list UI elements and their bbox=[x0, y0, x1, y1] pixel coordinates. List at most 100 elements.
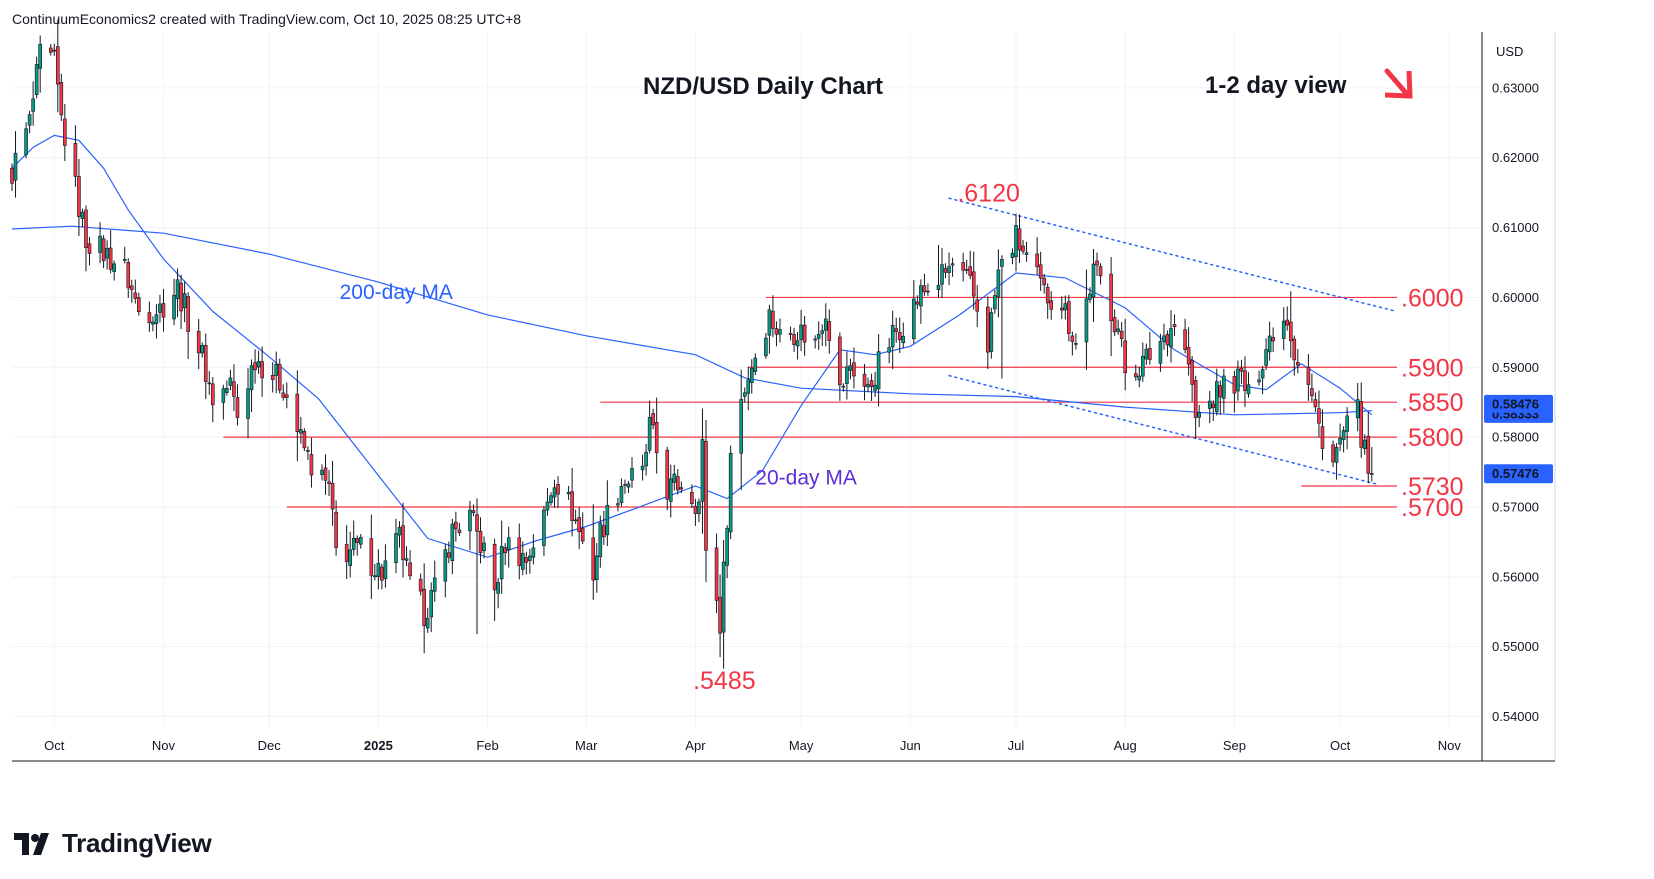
candle-body bbox=[147, 312, 152, 324]
candle-body bbox=[418, 578, 423, 592]
candle-body bbox=[665, 449, 670, 500]
candle-body bbox=[1172, 324, 1177, 328]
candle bbox=[778, 318, 782, 343]
candle bbox=[284, 382, 289, 409]
candle-body bbox=[429, 590, 434, 618]
candle bbox=[1045, 283, 1050, 319]
candle-body bbox=[175, 279, 180, 300]
candle-body bbox=[327, 481, 331, 484]
candle-body bbox=[274, 363, 279, 376]
candle-body bbox=[922, 285, 927, 293]
candle-body bbox=[767, 309, 772, 336]
candle bbox=[542, 506, 546, 557]
candle-body bbox=[876, 351, 881, 390]
candle bbox=[256, 350, 261, 374]
candle-body bbox=[137, 297, 141, 312]
candle bbox=[1158, 333, 1163, 372]
candle-body bbox=[936, 284, 941, 290]
candle bbox=[1162, 323, 1166, 350]
candle bbox=[598, 515, 603, 568]
candle bbox=[129, 279, 134, 303]
candle-body bbox=[1158, 341, 1163, 364]
candle-body bbox=[1292, 338, 1297, 361]
candle bbox=[665, 446, 670, 511]
candle-body bbox=[112, 263, 116, 272]
candle-body bbox=[408, 562, 412, 577]
candle-body bbox=[531, 547, 536, 558]
candle-body bbox=[1355, 399, 1360, 419]
candle-body bbox=[802, 324, 807, 343]
x-tick-label: Feb bbox=[476, 738, 498, 753]
candle bbox=[172, 278, 176, 326]
candle bbox=[48, 43, 53, 56]
candle bbox=[623, 479, 627, 494]
candle bbox=[531, 534, 536, 565]
candle bbox=[792, 327, 796, 353]
candle-body bbox=[820, 330, 825, 334]
candle bbox=[1317, 390, 1321, 437]
candle bbox=[1236, 360, 1240, 401]
candle bbox=[1264, 338, 1268, 370]
candle-body bbox=[827, 321, 832, 341]
candle-body bbox=[672, 473, 677, 483]
candle bbox=[922, 273, 927, 296]
candle-body bbox=[950, 263, 955, 266]
candle bbox=[919, 279, 923, 324]
candle bbox=[59, 73, 64, 122]
candle bbox=[605, 480, 610, 547]
candle bbox=[503, 543, 507, 566]
candle-body bbox=[626, 483, 631, 488]
candle bbox=[742, 387, 747, 403]
candle-body bbox=[1310, 388, 1314, 397]
candle-body bbox=[1197, 412, 1201, 418]
candle bbox=[1369, 447, 1374, 482]
candle bbox=[38, 35, 42, 93]
ma-label: 200-day MA bbox=[340, 281, 453, 304]
candle-body bbox=[996, 269, 1001, 298]
candle-body bbox=[549, 495, 553, 504]
candle-body bbox=[1000, 259, 1004, 267]
candle bbox=[1021, 240, 1025, 255]
candle bbox=[1288, 291, 1293, 358]
x-tick-label: May bbox=[789, 738, 814, 753]
candle bbox=[443, 543, 448, 598]
candle bbox=[616, 497, 620, 512]
candle bbox=[175, 268, 180, 318]
candle bbox=[1281, 307, 1286, 351]
candle-body bbox=[122, 258, 127, 261]
candle bbox=[950, 257, 955, 277]
candle-body bbox=[172, 294, 176, 320]
tradingview-logo[interactable]: TradingView bbox=[14, 828, 212, 859]
candle-body bbox=[1331, 444, 1335, 463]
price-axis-bg[interactable] bbox=[1482, 0, 1555, 761]
candle-body bbox=[1267, 335, 1272, 353]
horizontal-levels bbox=[223, 296, 1397, 508]
candle-body bbox=[154, 314, 159, 324]
candle-body bbox=[1317, 408, 1321, 424]
x-tick-label: Nov bbox=[1438, 738, 1462, 753]
candle bbox=[901, 322, 906, 349]
candle-body bbox=[1024, 252, 1029, 255]
candle bbox=[196, 319, 201, 370]
candle bbox=[401, 502, 405, 578]
candle-body bbox=[1088, 293, 1092, 300]
candle bbox=[602, 510, 606, 545]
y-tick-label: 0.58000 bbox=[1492, 430, 1539, 445]
candle-body bbox=[225, 387, 229, 393]
candle-body bbox=[256, 361, 261, 368]
candle bbox=[1067, 295, 1071, 342]
candle-body bbox=[1232, 376, 1237, 394]
candle-body bbox=[1362, 439, 1367, 449]
candle-body bbox=[598, 522, 603, 558]
candle bbox=[334, 500, 338, 556]
candle-body bbox=[545, 501, 550, 511]
candle-body bbox=[1049, 300, 1054, 310]
candle bbox=[373, 563, 377, 581]
candle-body bbox=[1218, 385, 1223, 398]
candle-body bbox=[619, 485, 624, 504]
candle-body bbox=[27, 114, 32, 126]
candle bbox=[1345, 407, 1349, 450]
candle bbox=[281, 384, 286, 401]
candle-body bbox=[968, 266, 972, 276]
